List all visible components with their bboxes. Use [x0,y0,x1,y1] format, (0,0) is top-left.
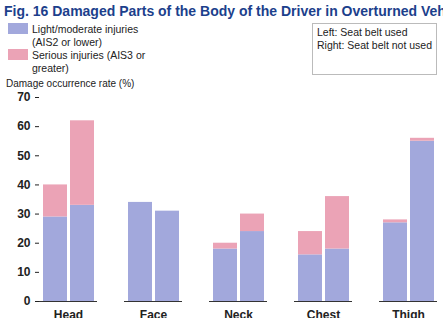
svg-text:30: 30 [17,207,31,221]
svg-text:Chest: Chest [307,308,340,318]
svg-text:Neck: Neck [224,308,253,318]
svg-text:60: 60 [17,119,31,133]
html-text:Damage occurrence rate (%): Damage occurrence rate (%) [6,78,135,89]
html-text:Light/moderate injuries (AIS2: Light/moderate injuries (AIS2 or lower) [32,23,139,48]
svg-text:50: 50 [17,149,31,163]
svg-text:0: 0 [24,294,31,308]
svg-text:Face: Face [140,308,168,318]
html-text:Left: Seat belt used: Left: Seat belt used [317,26,408,38]
svg-text:70: 70 [17,90,31,104]
svg-text:10: 10 [17,265,31,279]
html-text:Right: Seat belt not used: Right: Seat belt not used [317,39,432,51]
svg-text:Thigh: Thigh [392,308,425,318]
html-text:Serious injuries (AIS3 or grea: Serious injuries (AIS3 or greater) [32,49,146,74]
svg-text:Head: Head [54,308,83,318]
svg-text:40: 40 [17,178,31,192]
svg-text:20: 20 [17,236,31,250]
